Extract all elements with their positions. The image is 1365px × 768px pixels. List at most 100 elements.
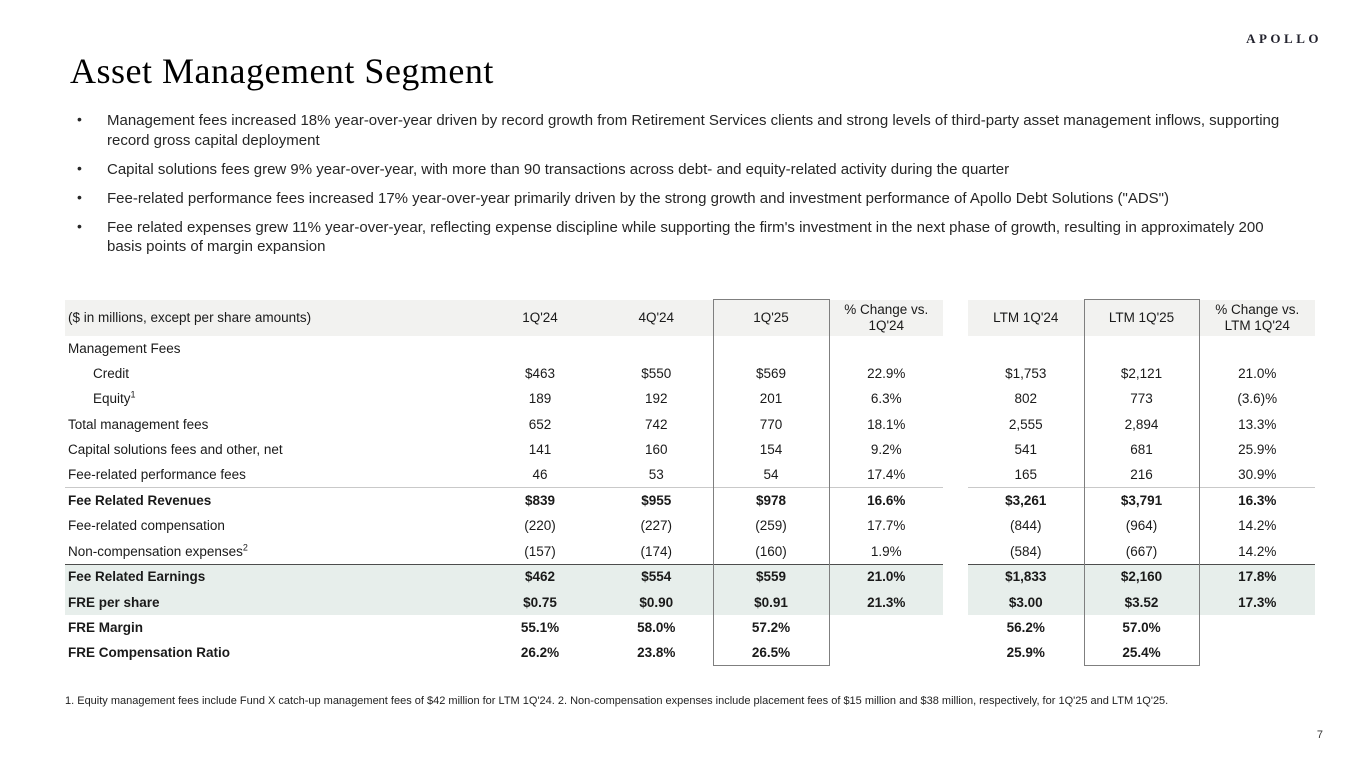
cell: 30.9% [1238, 467, 1277, 483]
cell: $955 [600, 487, 713, 514]
cell: 17.8% [1199, 563, 1315, 590]
cell: (220) [524, 518, 556, 534]
cell: 9.2% [870, 442, 902, 458]
bullet-icon: • [77, 111, 82, 127]
cell [968, 336, 1084, 361]
cell: 25.9% [1006, 645, 1045, 661]
column-gap [943, 539, 968, 564]
cell: $3.00 [968, 589, 1084, 615]
column-header: LTM 1Q'24 [968, 299, 1084, 336]
table-row: Non-compensation expenses2 (157) (174) (160… [65, 538, 1315, 565]
header-row: ($ in millions, except per share amounts… [65, 299, 1315, 336]
row-label: Fee-related compensation [68, 518, 225, 534]
cell: (160) [712, 538, 830, 565]
column-gap [943, 336, 968, 361]
cell: $978 [712, 487, 830, 514]
cell: $3.52 [1083, 589, 1200, 615]
cell: 141 [528, 442, 552, 458]
column-gap [943, 386, 968, 411]
financial-table: ($ in millions, except per share amounts… [65, 299, 1315, 667]
bullet-text: Fee-related performance fees increased 1… [107, 189, 1169, 207]
cell: 25.9% [1238, 442, 1277, 458]
bullet-item: • Fee related expenses grew 11% year-ove… [75, 218, 1297, 257]
column-header: % Change vs. LTM 1Q'24 [1199, 299, 1315, 336]
table-row: Fee Related Revenues $839 $955 $978 16.6% $3,… [65, 487, 1315, 514]
cell: 53 [648, 467, 664, 483]
cell: 17.4% [867, 467, 906, 483]
cell: $0.90 [600, 589, 713, 615]
cell: $569 [712, 360, 830, 387]
cell: $3,791 [1083, 487, 1200, 514]
cell: 23.8% [637, 645, 676, 661]
cell: (964) [1083, 513, 1200, 539]
cell: 57.2% [712, 614, 830, 641]
row-label: Capital solutions fees and other, net [68, 442, 283, 458]
footnote: 1. Equity management fees include Fund X… [65, 695, 1169, 707]
cell: $2,121 [1083, 360, 1200, 387]
row-label: Credit [93, 366, 130, 382]
cell: (3.6)% [1237, 391, 1278, 407]
cell: 55.1% [520, 619, 560, 635]
cell [712, 335, 830, 361]
page-title: Asset Management Segment [70, 51, 494, 91]
row-label: Fee Related Earnings [65, 563, 480, 590]
cell [480, 336, 600, 361]
cell: 57.0% [1083, 614, 1200, 641]
column-header: 1Q'25 [712, 299, 830, 336]
cell: 16.6% [829, 487, 943, 514]
cell: (259) [712, 513, 830, 539]
cell: 6.3% [870, 391, 902, 407]
bullet-icon: • [77, 217, 82, 234]
cell: 18.1% [867, 416, 906, 432]
cell: 1.9% [870, 543, 902, 559]
cell [1199, 640, 1315, 665]
table-row: FRE Compensation Ratio 26.2% 23.8% 26.5% 25.… [65, 640, 1315, 667]
cell: 2,555 [1008, 416, 1043, 432]
cell: $0.91 [712, 589, 830, 615]
column-gap [943, 589, 968, 614]
cell: 14.2% [1238, 543, 1277, 559]
cell: 26.5% [712, 640, 830, 667]
table-row: Capital solutions fees and other, net 141… [65, 437, 1315, 463]
cell [829, 615, 943, 640]
bullet-icon: • [77, 188, 82, 205]
cell: $554 [600, 563, 713, 590]
page-number: 7 [1316, 729, 1323, 741]
cell: 22.9% [867, 366, 906, 382]
row-label: Total management fees [68, 416, 209, 432]
column-gap [943, 488, 968, 513]
cell [1083, 335, 1200, 361]
bullet-list: • Management fees increased 18% year-ove… [75, 111, 1297, 266]
cell: (157) [524, 543, 556, 559]
bullet-item: • Management fees increased 18% year-ove… [75, 111, 1297, 150]
row-label: FRE per share [65, 589, 480, 615]
cell: $3,261 [968, 487, 1084, 514]
cell: (174) [640, 543, 672, 559]
cell: 802 [1014, 391, 1038, 407]
cell [829, 640, 943, 665]
table-row: Equity1 189 192 201 6.3% 802 773 (3.6)% [65, 386, 1315, 412]
cell [1199, 336, 1315, 361]
cell: $1,753 [1005, 366, 1047, 382]
bullet-text: Capital solutions fees grew 9% year-over… [107, 160, 1010, 178]
table-row: Fee-related compensation (220) (227) (259) 1… [65, 513, 1315, 539]
cell: 773 [1083, 386, 1200, 412]
table-row: Credit $463 $550 $569 22.9% $1,753 $2,121 21.0% [65, 360, 1315, 387]
cell: $0.75 [480, 589, 600, 615]
row-label: FRE Margin [68, 619, 144, 635]
cell: 25.4% [1083, 640, 1200, 667]
cell: (584) [1009, 543, 1042, 559]
cell: 13.3% [1238, 416, 1277, 432]
column-gap [943, 513, 968, 538]
cell: $839 [480, 487, 600, 514]
row-label: FRE Compensation Ratio [68, 645, 231, 661]
bullet-item: • Fee-related performance fees increased… [75, 189, 1297, 209]
table-row: Fee-related performance fees 46 53 54 17.4% 1… [65, 462, 1315, 488]
table-row: Management Fees [65, 335, 1315, 361]
column-gap [943, 361, 968, 386]
row-label: Equity1 [93, 389, 136, 407]
cell: 154 [712, 437, 830, 463]
cell [829, 336, 943, 361]
table-row: Fee Related Earnings $462 $554 $559 21.0% $1,… [65, 563, 1315, 590]
cell: $559 [712, 563, 830, 590]
